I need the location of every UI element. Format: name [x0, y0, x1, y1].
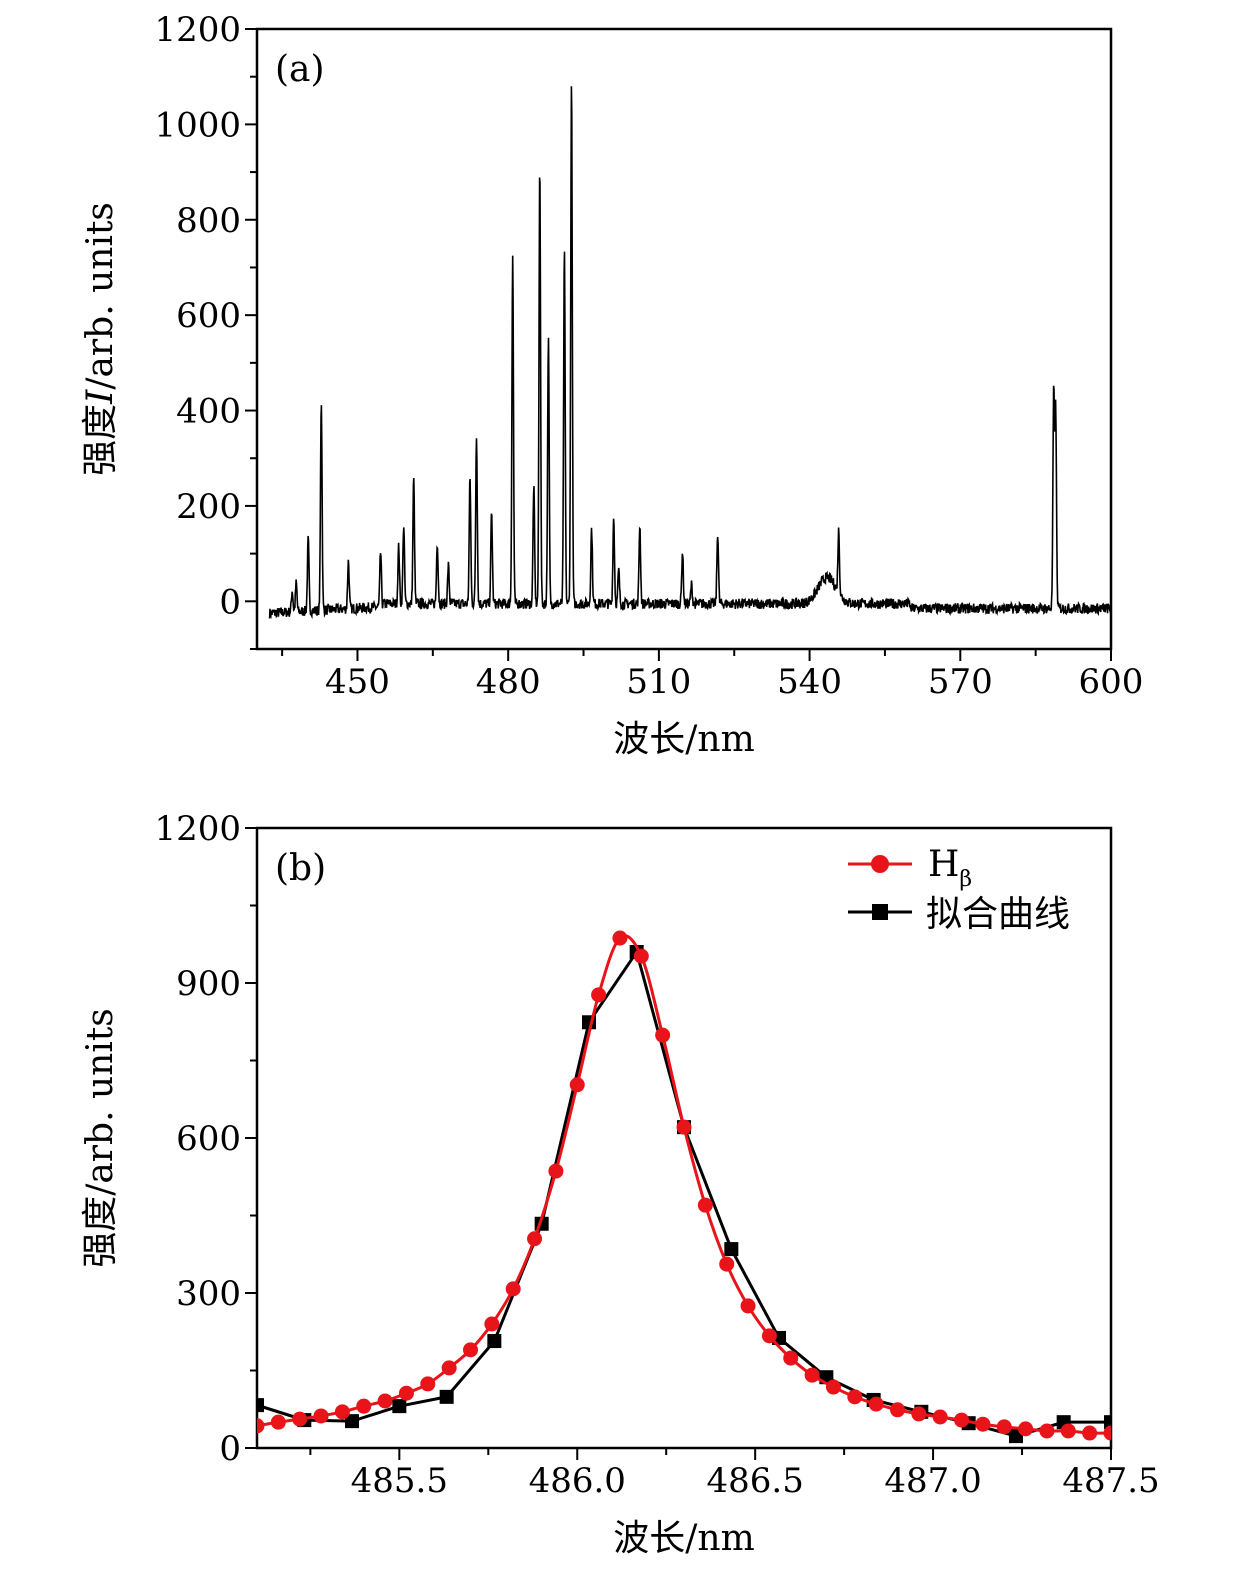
- x-axis-label: 波长/nm: [613, 1518, 754, 1559]
- x-tick-label: 570: [928, 662, 993, 702]
- hbeta-point: [1018, 1421, 1034, 1437]
- hbeta-point: [257, 1418, 265, 1434]
- hbeta-point: [996, 1419, 1012, 1435]
- hbeta-point: [313, 1408, 329, 1424]
- panel-label: (b): [275, 848, 326, 889]
- y-tick-label: 0: [219, 1429, 241, 1469]
- hbeta-point: [655, 1027, 671, 1043]
- y-tick-label: 1000: [154, 105, 241, 145]
- x-tick-label: 450: [325, 662, 390, 702]
- hbeta-point: [334, 1404, 350, 1420]
- hbeta-point: [825, 1379, 841, 1395]
- hbeta-point: [911, 1406, 927, 1422]
- hbeta-point: [377, 1393, 393, 1409]
- hbeta-point: [1039, 1423, 1055, 1439]
- hbeta-point: [292, 1411, 308, 1427]
- hbeta-point: [740, 1298, 756, 1314]
- hbeta-point: [548, 1163, 564, 1179]
- legend-label-fit: 拟合曲线: [926, 894, 1070, 935]
- x-tick-label: 485.5: [351, 1461, 448, 1501]
- x-tick-label: 487.0: [884, 1461, 981, 1501]
- hbeta-point: [1103, 1425, 1111, 1441]
- hbeta-point: [463, 1342, 478, 1358]
- hbeta-point: [1082, 1425, 1098, 1441]
- plot-area: [257, 930, 1111, 1444]
- plot-frame: [255, 27, 1113, 651]
- y-tick-label: 800: [176, 201, 241, 241]
- panel-a: 450 480 510 540 570 600 0 200 400 600 800 1000 1200 波…: [80, 10, 1143, 760]
- y-label-variable: I: [80, 389, 121, 405]
- hbeta-point: [505, 1281, 521, 1297]
- legend-label-hbeta-sub: β: [959, 867, 972, 892]
- hbeta-point: [527, 1231, 543, 1247]
- hbeta-point: [612, 930, 628, 946]
- hbeta-point: [932, 1409, 948, 1425]
- x-tick-label: 510: [626, 662, 691, 702]
- y-tick-label: 300: [176, 1274, 241, 1314]
- y-tick-label: 1200: [154, 10, 241, 50]
- series-line-fit: [257, 948, 1111, 1438]
- hbeta-point: [420, 1376, 436, 1392]
- fit-point: [392, 1399, 407, 1414]
- y-tick-label: 900: [176, 964, 241, 1004]
- legend-label-hbeta: Hβ: [928, 844, 972, 892]
- fit-point: [345, 1414, 360, 1429]
- hbeta-point: [356, 1398, 372, 1414]
- hbeta-point: [398, 1385, 414, 1401]
- y-label-suffix: /arb. units: [80, 202, 121, 390]
- hbeta-point: [1060, 1423, 1076, 1439]
- y-label-prefix: 强度: [80, 404, 121, 476]
- hbeta-point: [676, 1119, 692, 1135]
- hbeta-point: [591, 987, 607, 1003]
- hbeta-point: [484, 1316, 500, 1332]
- x-tick-label: 480: [476, 662, 541, 702]
- hbeta-point: [719, 1256, 735, 1272]
- hbeta-point: [441, 1360, 457, 1376]
- y-tick-label: 600: [176, 1119, 241, 1159]
- legend-marker-hbeta: [871, 855, 889, 873]
- y-tick-label: 200: [176, 487, 241, 527]
- hbeta-point: [804, 1367, 820, 1383]
- hbeta-point: [847, 1389, 863, 1405]
- fit-point: [1104, 1415, 1111, 1430]
- legend-label-hbeta-main: H: [928, 844, 959, 885]
- hbeta-point: [697, 1197, 713, 1213]
- fit-point: [487, 1334, 502, 1349]
- legend-marker-fit: [872, 904, 888, 920]
- y-tick-label: 400: [176, 392, 241, 432]
- y-axis-label: 强度I/arb. units: [80, 202, 121, 476]
- x-tick-label: 486.0: [529, 1461, 626, 1501]
- y-axis-label: 强度/arb. units: [80, 1008, 121, 1268]
- hbeta-point: [569, 1077, 585, 1093]
- series-line-hbeta: [257, 934, 1111, 1435]
- panel-label: (a): [275, 49, 325, 90]
- hbeta-point: [783, 1350, 799, 1366]
- hbeta-point: [890, 1402, 905, 1418]
- hbeta-point: [633, 948, 649, 964]
- hbeta-point: [868, 1396, 884, 1412]
- hbeta-point: [761, 1328, 777, 1344]
- y-tick-label: 0: [219, 582, 241, 622]
- spectrum-line: [268, 86, 1112, 620]
- panel-b: 485.5 486.0 486.5 487.0 487.5 0 300 600 900 1200 波…: [80, 809, 1160, 1559]
- hbeta-point: [975, 1416, 991, 1432]
- y-tick-label: 600: [176, 296, 241, 336]
- x-tick-label: 540: [777, 662, 842, 702]
- fit-point: [257, 1398, 264, 1413]
- x-axis-label: 波长/nm: [613, 719, 754, 760]
- y-tick-label: 1200: [154, 809, 241, 849]
- hbeta-point: [270, 1414, 286, 1430]
- x-tick-label: 486.5: [706, 1461, 803, 1501]
- fit-point: [439, 1389, 454, 1404]
- x-tick-label: 600: [1079, 662, 1144, 702]
- x-tick-label: 487.5: [1062, 1461, 1159, 1501]
- hbeta-point: [954, 1412, 970, 1428]
- fit-point: [724, 1242, 739, 1257]
